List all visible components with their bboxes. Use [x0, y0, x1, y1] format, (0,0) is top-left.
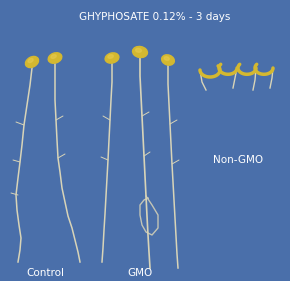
Ellipse shape [26, 56, 39, 67]
Ellipse shape [28, 58, 33, 63]
Ellipse shape [164, 57, 169, 60]
Ellipse shape [48, 53, 62, 63]
Ellipse shape [135, 48, 142, 52]
Ellipse shape [162, 55, 174, 65]
Ellipse shape [51, 55, 56, 58]
Text: GMO: GMO [127, 268, 153, 278]
Text: Non-GMO: Non-GMO [213, 155, 263, 165]
Ellipse shape [133, 46, 147, 58]
Text: GHYPHOSATE 0.12% - 3 days: GHYPHOSATE 0.12% - 3 days [79, 12, 231, 22]
Ellipse shape [108, 55, 113, 58]
Text: Control: Control [26, 268, 64, 278]
Ellipse shape [105, 53, 119, 63]
